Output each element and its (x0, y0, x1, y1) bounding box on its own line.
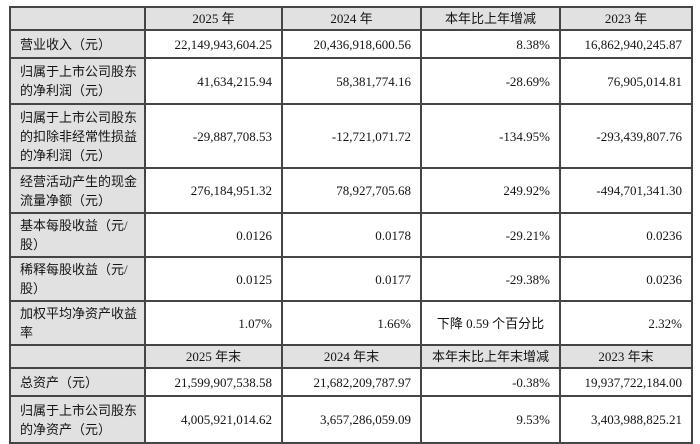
col-header-2025: 2025 年 (144, 6, 283, 31)
table-row-revenue: 营业收入（元） 22,149,943,604.25 20,436,918,600… (9, 29, 693, 59)
table-row-net-assets: 归属于上市公司股东的净资产（元） 4,005,921,014.62 3,657,… (9, 395, 693, 444)
table-row-basic-eps: 基本每股收益（元/股） 0.0126 0.0178 -29.21% 0.0236 (9, 212, 693, 258)
corner-cell (9, 6, 146, 31)
cell-2025: 41,634,215.94 (144, 57, 283, 105)
cell-2023: 76,905,014.81 (559, 57, 693, 105)
col-header-yoy-end-change: 本年末比上年末增减 (420, 344, 561, 369)
row-label: 营业收入（元） (9, 29, 146, 59)
cell-2023: -293,439,807.76 (559, 103, 693, 169)
cell-2025: 22,149,943,604.25 (144, 29, 283, 59)
corner-cell (9, 344, 146, 369)
cell-change: -29.21% (420, 212, 561, 258)
row-label: 归属于上市公司股东的净资产（元） (9, 395, 146, 444)
cell-change: -0.38% (420, 367, 561, 397)
cell-2025: 4,005,921,014.62 (144, 395, 283, 444)
cell-2023: 2.32% (559, 300, 693, 346)
cell-2024: 78,927,705.68 (281, 167, 422, 214)
row-label: 经营活动产生的现金流量净额（元） (9, 167, 146, 214)
col-header-2023: 2023 年 (559, 6, 693, 31)
table-row-operating-cash-flow: 经营活动产生的现金流量净额（元） 276,184,951.32 78,927,7… (9, 167, 693, 214)
row-label: 归属于上市公司股东的净利润（元） (9, 57, 146, 105)
cell-change: 249.92% (420, 167, 561, 214)
table-row-net-profit-excl-nonrecurring: 归属于上市公司股东的扣除非经常性损益的净利润（元） -29,887,708.53… (9, 103, 693, 169)
cell-2024: 1.66% (281, 300, 422, 346)
cell-2024: 3,657,286,059.09 (281, 395, 422, 444)
col-header-2023-end: 2023 年末 (559, 344, 693, 369)
cell-2023: 0.0236 (559, 256, 693, 302)
cell-change: 8.38% (420, 29, 561, 59)
cell-2023: 19,937,722,184.00 (559, 367, 693, 397)
cell-2025: -29,887,708.53 (144, 103, 283, 169)
cell-change: 9.53% (420, 395, 561, 444)
cell-2025: 21,599,907,538.58 (144, 367, 283, 397)
cell-2023: 3,403,988,825.21 (559, 395, 693, 444)
cell-2024: 21,682,209,787.97 (281, 367, 422, 397)
cell-2024: 20,436,918,600.56 (281, 29, 422, 59)
cell-2023: 0.0236 (559, 212, 693, 258)
cell-2023: 16,862,940,245.87 (559, 29, 693, 59)
cell-2025: 276,184,951.32 (144, 167, 283, 214)
cell-2025: 1.07% (144, 300, 283, 346)
cell-change: -28.69% (420, 57, 561, 105)
header-row-year: 2025 年 2024 年 本年比上年增减 2023 年 (9, 6, 693, 31)
cell-2024: 58,381,774.16 (281, 57, 422, 105)
col-header-2025-end: 2025 年末 (144, 344, 283, 369)
row-label: 总资产（元） (9, 367, 146, 397)
row-label: 稀释每股收益（元/股） (9, 256, 146, 302)
table-row-net-profit: 归属于上市公司股东的净利润（元） 41,634,215.94 58,381,77… (9, 57, 693, 105)
table-row-total-assets: 总资产（元） 21,599,907,538.58 21,682,209,787.… (9, 367, 693, 397)
col-header-2024-end: 2024 年末 (281, 344, 422, 369)
cell-2024: 0.0177 (281, 256, 422, 302)
row-label: 归属于上市公司股东的扣除非经常性损益的净利润（元） (9, 103, 146, 169)
cell-change: 下降 0.59 个百分比 (420, 300, 561, 346)
cell-2023: -494,701,341.30 (559, 167, 693, 214)
row-label: 加权平均净资产收益率 (9, 300, 146, 346)
table-row-diluted-eps: 稀释每股收益（元/股） 0.0125 0.0177 -29.38% 0.0236 (9, 256, 693, 302)
cell-2024: 0.0178 (281, 212, 422, 258)
header-row-year-end: 2025 年末 2024 年末 本年末比上年末增减 2023 年末 (9, 344, 693, 369)
table-row-weighted-avg-roe: 加权平均净资产收益率 1.07% 1.66% 下降 0.59 个百分比 2.32… (9, 300, 693, 346)
col-header-2024: 2024 年 (281, 6, 422, 31)
financial-summary-table: 2025 年 2024 年 本年比上年增减 2023 年 营业收入（元） 22,… (9, 6, 693, 444)
cell-change: -29.38% (420, 256, 561, 302)
cell-change: -134.95% (420, 103, 561, 169)
cell-2024: -12,721,071.72 (281, 103, 422, 169)
cell-2025: 0.0125 (144, 256, 283, 302)
cell-2025: 0.0126 (144, 212, 283, 258)
col-header-yoy-change: 本年比上年增减 (420, 6, 561, 31)
row-label: 基本每股收益（元/股） (9, 212, 146, 258)
